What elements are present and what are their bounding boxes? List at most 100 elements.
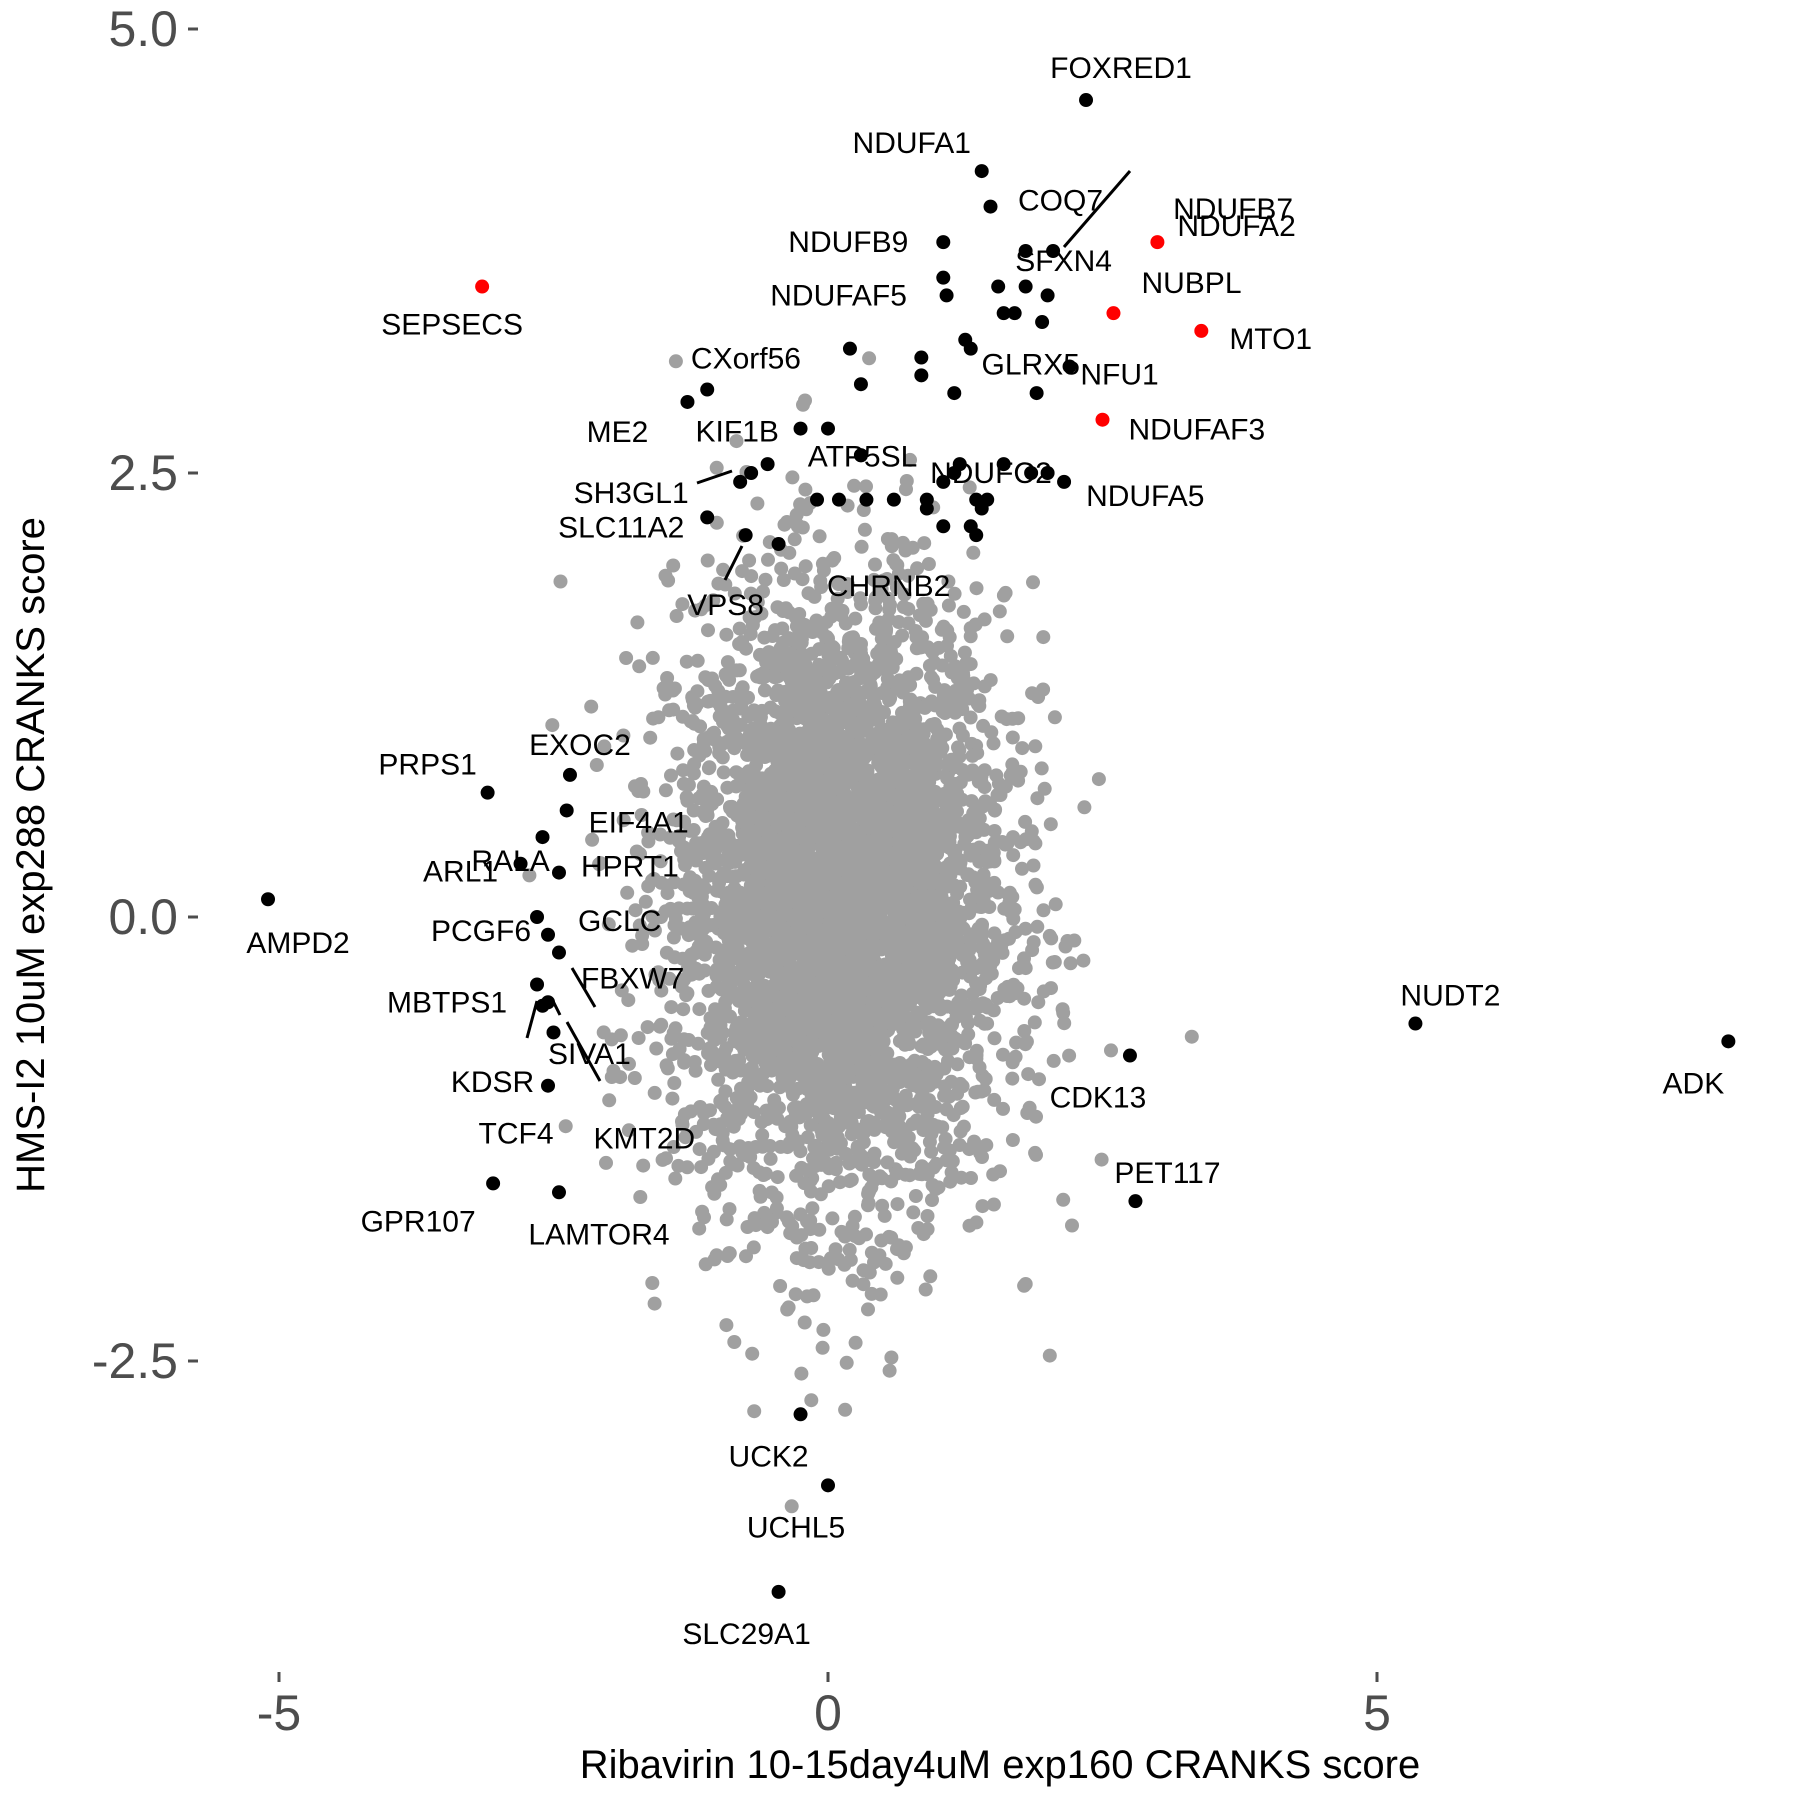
background-point: [1017, 991, 1032, 1006]
background-point: [1077, 800, 1092, 815]
background-point: [604, 1070, 619, 1084]
background-point: [733, 701, 748, 716]
background-point: [880, 1046, 895, 1061]
background-point: [884, 646, 899, 661]
background-point: [718, 995, 733, 1010]
background-point: [884, 874, 899, 889]
background-point: [718, 667, 733, 682]
background-point: [759, 834, 774, 849]
background-point: [894, 963, 909, 978]
background-point: [709, 979, 724, 994]
background-point: [636, 1158, 651, 1173]
background-point: [890, 1197, 905, 1212]
background-point: [1057, 1016, 1072, 1031]
background-point: [667, 875, 682, 890]
labeled-point: [1018, 244, 1033, 258]
background-point: [993, 1164, 1007, 1179]
background-point: [745, 1346, 760, 1361]
background-point: [667, 1076, 682, 1090]
background-point: [864, 1286, 879, 1301]
background-point: [634, 808, 649, 822]
gene-label: CXorf56: [691, 343, 801, 376]
background-point: [729, 434, 744, 449]
background-point: [748, 1218, 763, 1233]
background-point: [677, 1032, 691, 1047]
background-point: [788, 756, 803, 771]
background-point: [1031, 995, 1046, 1010]
background-point: [1015, 861, 1029, 876]
background-point: [816, 1322, 831, 1337]
background-point: [798, 559, 813, 574]
background-point: [957, 836, 972, 851]
background-point: [963, 847, 978, 861]
background-point: [690, 653, 705, 668]
background-point: [902, 694, 917, 709]
background-point: [973, 960, 988, 974]
background-point: [1021, 1067, 1036, 1082]
background-point: [691, 791, 706, 806]
background-point: [880, 1105, 895, 1120]
gene-label: PRPS1: [378, 749, 476, 782]
background-point: [977, 1016, 992, 1031]
background-point: [930, 927, 945, 942]
leader-line: [551, 1000, 562, 1016]
background-point: [1029, 1147, 1043, 1162]
background-point: [1030, 791, 1045, 806]
background-point: [919, 785, 934, 800]
background-point: [705, 851, 720, 866]
background-point: [1044, 981, 1058, 996]
background-point: [918, 1282, 933, 1297]
background-point: [755, 1128, 770, 1143]
background-point: [996, 1101, 1010, 1116]
background-point: [861, 1063, 876, 1078]
background-point: [804, 1393, 819, 1408]
background-point: [966, 545, 981, 560]
background-point: [867, 1146, 882, 1161]
background-point: [926, 848, 940, 863]
background-point: [857, 813, 872, 828]
background-point: [646, 921, 661, 936]
background-point: [1026, 935, 1041, 950]
background-point: [1047, 710, 1062, 725]
background-point: [935, 741, 950, 755]
labeled-point: [1057, 474, 1072, 489]
background-point: [785, 974, 800, 989]
background-point: [798, 393, 812, 408]
background-point: [923, 1269, 938, 1284]
background-point: [915, 935, 930, 950]
background-point: [616, 728, 631, 743]
background-point: [711, 1172, 725, 1187]
background-point: [692, 748, 707, 763]
background-point: [1026, 575, 1040, 590]
background-point: [649, 1041, 664, 1056]
background-point: [761, 552, 775, 567]
background-point: [796, 1253, 811, 1268]
background-point: [892, 673, 907, 688]
background-point: [822, 640, 837, 655]
background-point: [851, 1122, 866, 1137]
background-point: [659, 1151, 673, 1166]
background-point: [834, 967, 849, 982]
background-point: [658, 568, 673, 583]
background-point: [698, 598, 713, 613]
background-point: [761, 645, 776, 660]
background-point: [803, 1222, 818, 1237]
background-point: [878, 1256, 893, 1271]
background-point: [627, 1071, 642, 1085]
background-point: [828, 1242, 843, 1257]
background-point: [917, 735, 931, 750]
background-point: [831, 1082, 846, 1097]
background-point: [801, 839, 816, 854]
background-point: [765, 1044, 780, 1059]
background-point: [979, 971, 993, 986]
background-point: [735, 680, 750, 695]
background-point: [692, 1142, 707, 1157]
background-point: [666, 1140, 681, 1154]
background-point: [921, 640, 936, 655]
background-point: [743, 983, 758, 998]
background-point: [726, 1119, 741, 1134]
background-point: [835, 653, 849, 668]
background-point: [654, 983, 669, 998]
gene-label: SLC11A2: [558, 511, 684, 544]
background-point: [890, 1270, 905, 1285]
